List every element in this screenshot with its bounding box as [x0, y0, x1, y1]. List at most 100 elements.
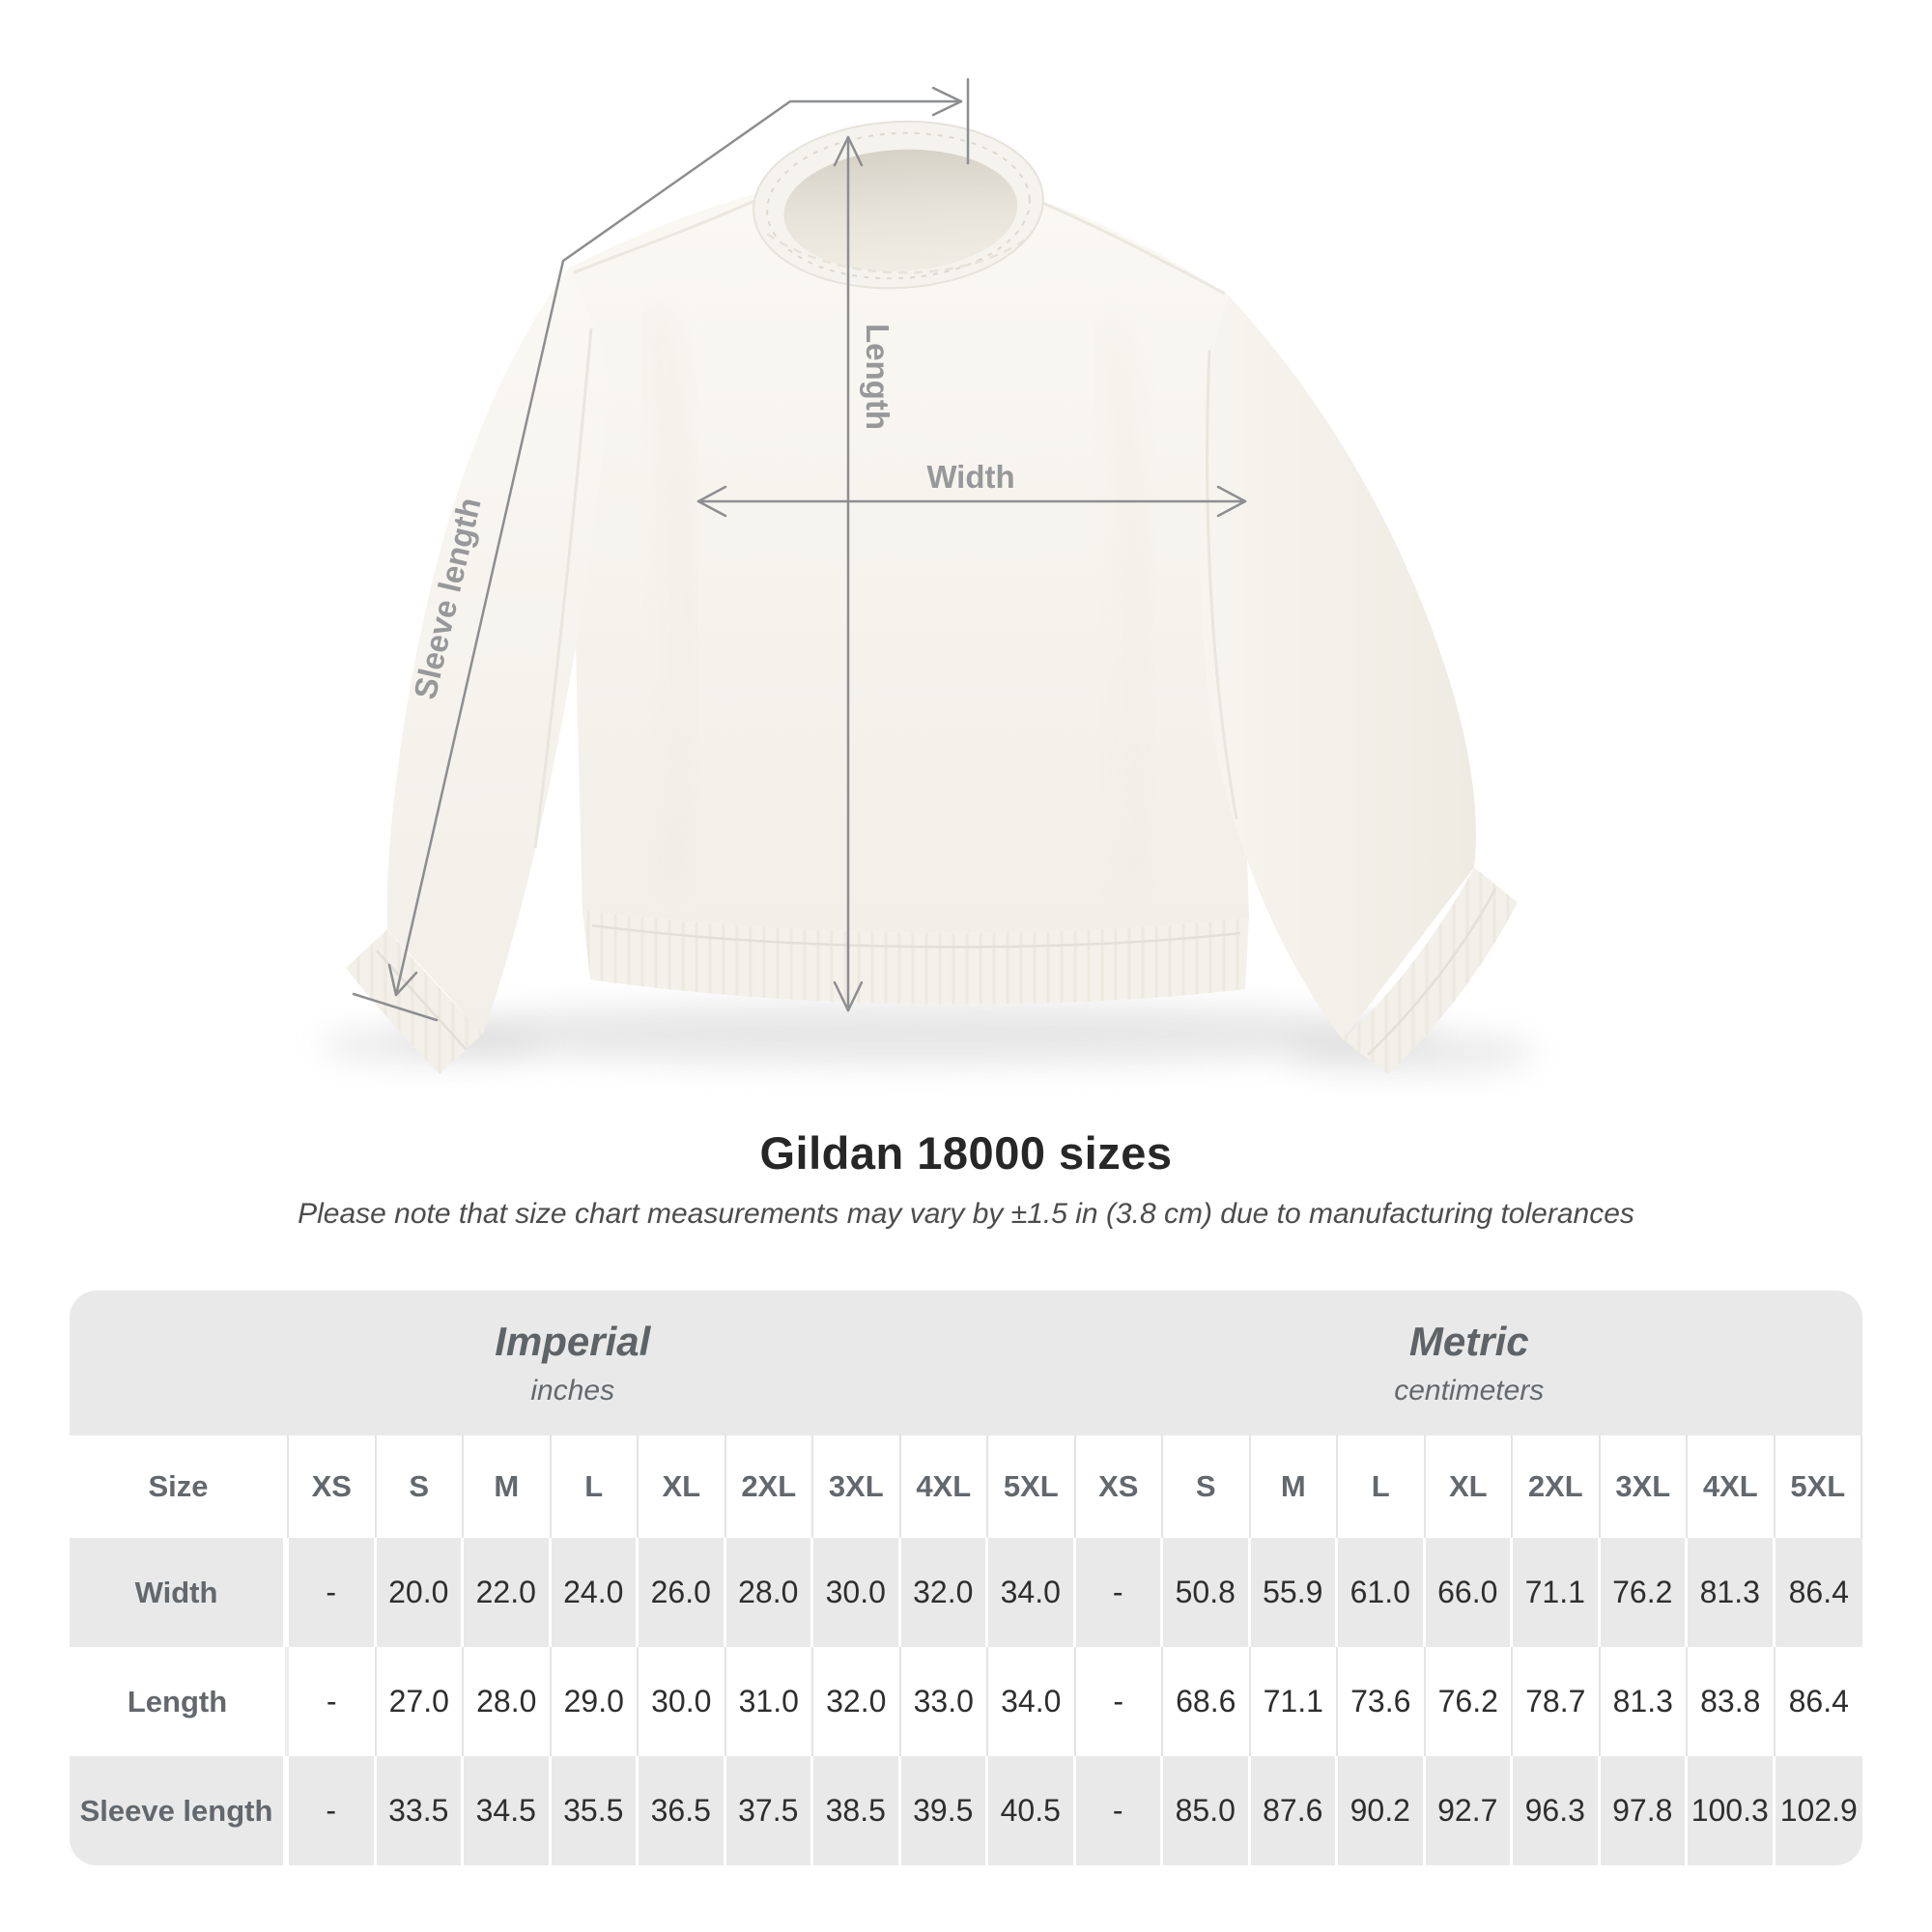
value-cell: 90.2: [1338, 1756, 1426, 1865]
sweatshirt-illustration: [346, 120, 1518, 1074]
value-cell: 34.5: [464, 1756, 552, 1865]
length-measure-label: Length: [860, 324, 895, 430]
tolerance-note: Please note that size chart measurements…: [298, 1198, 1634, 1230]
sweatshirt-torso: [568, 178, 1249, 933]
value-cell: 32.0: [813, 1647, 901, 1756]
sweatshirt-right-sleeve: [1199, 296, 1476, 1039]
value-cell: 39.5: [900, 1756, 988, 1865]
value-cell: 28.0: [725, 1538, 813, 1647]
row-label-length: Length: [70, 1647, 289, 1756]
size-header-l-metric: L: [1338, 1435, 1426, 1538]
value-cell: 81.3: [1688, 1538, 1776, 1647]
size-header-5xl-imperial: 5XL: [988, 1435, 1076, 1538]
size-header-2xl-metric: 2XL: [1513, 1435, 1601, 1538]
size-header-2xl-imperial: 2XL: [725, 1435, 813, 1538]
value-cell: 76.2: [1600, 1538, 1688, 1647]
size-table: Imperial inches Metric centimeters Size XS S M L…: [70, 1291, 1862, 1865]
group-label: Imperial: [495, 1319, 651, 1364]
size-header-xs-metric: XS: [1075, 1435, 1163, 1538]
value-cell: 96.3: [1513, 1756, 1601, 1865]
value-cell: 33.5: [376, 1756, 464, 1865]
value-cell: 71.1: [1513, 1538, 1601, 1647]
value-cell: 38.5: [813, 1756, 901, 1865]
size-header-3xl-metric: 3XL: [1600, 1435, 1688, 1538]
value-cell: 78.7: [1513, 1647, 1601, 1756]
value-cell: 86.4: [1775, 1647, 1862, 1756]
value-cell: 22.0: [464, 1538, 552, 1647]
value-cell: 61.0: [1338, 1538, 1426, 1647]
value-cell: 71.1: [1250, 1647, 1338, 1756]
group-sublabel: centimeters: [1394, 1375, 1545, 1406]
row-label-width: Width: [70, 1538, 289, 1647]
value-cell: 76.2: [1425, 1647, 1513, 1756]
size-column-header: Size: [70, 1435, 289, 1538]
sweatshirt-right-cuff: [1343, 867, 1518, 1074]
value-cell: 32.0: [900, 1538, 988, 1647]
row-label-sleeve-length: Sleeve length: [70, 1756, 289, 1865]
value-cell: 34.0: [988, 1647, 1076, 1756]
value-cell: 27.0: [376, 1647, 464, 1756]
value-cell: 50.8: [1163, 1538, 1251, 1647]
value-cell: 34.0: [988, 1538, 1076, 1647]
value-cell: 100.3: [1688, 1756, 1776, 1865]
value-cell: 29.0: [551, 1647, 639, 1756]
value-cell: 68.6: [1163, 1647, 1251, 1756]
width-arrow: [696, 485, 1247, 518]
group-sublabel: inches: [530, 1375, 615, 1406]
value-cell: -: [289, 1538, 377, 1647]
sweatshirt-left-cuff: [346, 929, 483, 1074]
metric-group-header: Metric centimeters: [1075, 1291, 1862, 1435]
value-cell: -: [1075, 1538, 1163, 1647]
value-cell: 83.8: [1688, 1647, 1776, 1756]
value-cell: -: [289, 1756, 377, 1865]
garment-measurement-diagram: Width Length Sleeve length: [319, 77, 1536, 1074]
value-cell: 37.5: [725, 1756, 813, 1865]
value-cell: 20.0: [376, 1538, 464, 1647]
sweatshirt-hem-band: [582, 910, 1249, 1005]
measurement-lines: [352, 77, 1247, 1022]
size-header-5xl-metric: 5XL: [1775, 1435, 1862, 1538]
sleeve-length-arrow: [352, 77, 970, 1022]
value-cell: 102.9: [1775, 1756, 1862, 1865]
length-arrow: [833, 135, 864, 1012]
size-header-l-imperial: L: [551, 1435, 639, 1538]
value-cell: 26.0: [639, 1538, 726, 1647]
imperial-group-header: Imperial inches: [70, 1291, 1076, 1435]
size-header-3xl-imperial: 3XL: [813, 1435, 901, 1538]
size-header-xs-imperial: XS: [289, 1435, 377, 1538]
value-cell: 35.5: [551, 1756, 639, 1865]
value-cell: -: [1075, 1647, 1163, 1756]
size-header-m-metric: M: [1250, 1435, 1338, 1538]
page-title: Gildan 18000 sizes: [759, 1127, 1173, 1179]
value-cell: 92.7: [1425, 1756, 1513, 1865]
size-header-m-imperial: M: [464, 1435, 552, 1538]
size-header-4xl-metric: 4XL: [1688, 1435, 1776, 1538]
size-header-xl-metric: XL: [1425, 1435, 1513, 1538]
size-header-s-imperial: S: [376, 1435, 464, 1538]
value-cell: 36.5: [639, 1756, 726, 1865]
left-armhole-seam: [533, 327, 593, 849]
size-header-xl-imperial: XL: [639, 1435, 726, 1538]
value-cell: 73.6: [1338, 1647, 1426, 1756]
value-cell: 85.0: [1163, 1756, 1251, 1865]
value-cell: 40.5: [988, 1756, 1076, 1865]
value-cell: 97.8: [1600, 1756, 1688, 1865]
value-cell: 55.9: [1250, 1538, 1338, 1647]
group-label: Metric: [1408, 1319, 1529, 1364]
width-measure-label: Width: [926, 459, 1014, 495]
value-cell: 66.0: [1425, 1538, 1513, 1647]
value-cell: 33.0: [900, 1647, 988, 1756]
value-cell: 30.0: [813, 1538, 901, 1647]
value-cell: -: [289, 1647, 377, 1756]
value-cell: 28.0: [464, 1647, 552, 1756]
value-cell: 24.0: [551, 1538, 639, 1647]
value-cell: 86.4: [1775, 1538, 1862, 1647]
sweatshirt-collar: [753, 120, 1044, 290]
size-header-s-metric: S: [1163, 1435, 1251, 1538]
size-header-4xl-imperial: 4XL: [900, 1435, 988, 1538]
value-cell: 31.0: [725, 1647, 813, 1756]
sweatshirt-left-sleeve: [386, 269, 609, 1034]
value-cell: 81.3: [1600, 1647, 1688, 1756]
right-armhole-seam: [1206, 349, 1238, 820]
